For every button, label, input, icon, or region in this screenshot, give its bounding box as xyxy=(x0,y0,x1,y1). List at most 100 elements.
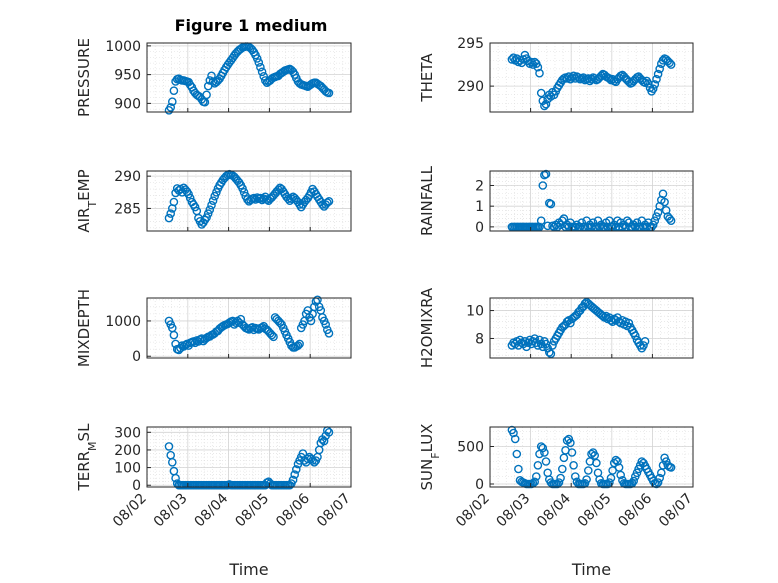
data-point xyxy=(666,216,676,225)
data-point xyxy=(190,202,200,212)
data-point xyxy=(257,67,267,77)
data-point xyxy=(164,442,174,451)
data-point xyxy=(631,222,640,232)
data-point xyxy=(614,222,624,232)
data-point xyxy=(536,88,546,98)
y-tick-label: 2 xyxy=(475,178,484,194)
data-point xyxy=(267,330,277,340)
data-point xyxy=(606,473,616,483)
axes-frame xyxy=(489,426,694,488)
subplot-1: 900 950 1000 PRESSURE xyxy=(75,38,352,117)
data-point xyxy=(530,477,540,487)
data-point xyxy=(595,222,604,232)
data-point xyxy=(655,473,665,483)
y-tick-label: 295 xyxy=(457,36,484,52)
data-point xyxy=(167,457,177,467)
data-point xyxy=(541,457,551,466)
data-point xyxy=(545,348,554,357)
data-point xyxy=(249,193,259,203)
axes-frame xyxy=(146,42,352,113)
subplot-4: 0 1 2 RAINFALL xyxy=(418,165,694,236)
data-point xyxy=(571,222,580,232)
data-point xyxy=(567,448,577,457)
y-tick-label: 900 xyxy=(114,96,141,112)
data-point xyxy=(540,101,549,111)
y-axis-label: PRESSURE xyxy=(75,38,93,117)
y-tick-label: 285 xyxy=(114,201,141,217)
data-point xyxy=(652,74,661,84)
x-tick-label: 08/05 xyxy=(232,491,272,531)
data-point xyxy=(236,314,246,324)
data-point xyxy=(202,213,211,222)
axes-frame xyxy=(489,42,694,113)
x-tick-label: 08/04 xyxy=(192,490,232,530)
x-tick-label: 08/02 xyxy=(110,491,150,531)
y-tick-label: 950 xyxy=(114,68,141,84)
data-point xyxy=(639,222,648,232)
data-point xyxy=(319,436,329,446)
x-tick-label: 08/02 xyxy=(453,491,493,531)
axes-frame xyxy=(489,170,694,232)
axes-frame xyxy=(489,297,694,359)
y-axis-label: RAINFALL xyxy=(418,165,436,236)
data-point xyxy=(538,443,548,453)
data-point xyxy=(611,455,621,465)
data-point xyxy=(259,194,269,203)
y-axis-label: SUNFLUX xyxy=(418,424,442,491)
data-point xyxy=(530,334,540,343)
y-axis-label: TERRMSL xyxy=(75,423,99,492)
axes-frame xyxy=(146,297,352,359)
data-point xyxy=(533,62,543,72)
x-tick-label: 08/03 xyxy=(151,491,191,531)
data-point xyxy=(256,62,265,72)
data-point xyxy=(666,463,676,472)
y-axis-label: AIRTEMP xyxy=(75,169,99,232)
y-axis-label: H2OMIXRA xyxy=(418,287,436,368)
data-point xyxy=(169,197,179,207)
data-point xyxy=(321,320,331,329)
data-point xyxy=(538,181,548,190)
data-point xyxy=(535,335,544,345)
data-point xyxy=(171,473,180,483)
data-point xyxy=(554,478,564,487)
data-point xyxy=(254,58,264,67)
y-tick-label: 10 xyxy=(466,304,484,320)
y-tick-label: 0 xyxy=(475,220,484,236)
data-point xyxy=(540,448,549,457)
subplot-5: 0 1000 MIXDEPTH xyxy=(75,289,352,367)
subplot-6: 8 10 H2OMIXRA xyxy=(418,287,694,368)
axes-frame xyxy=(146,170,352,232)
y-tick-label: 0 xyxy=(132,349,141,365)
data-point xyxy=(318,200,327,209)
data-point xyxy=(166,450,175,460)
data-point xyxy=(653,478,663,487)
data-point xyxy=(536,216,546,225)
data-point xyxy=(613,457,622,466)
data-point xyxy=(313,295,322,305)
data-point xyxy=(650,80,660,89)
data-point xyxy=(546,349,556,359)
data-point xyxy=(648,84,658,93)
data-point xyxy=(546,199,556,209)
data-point xyxy=(561,222,570,232)
data-point xyxy=(559,453,569,463)
y-axis-label: MIXDEPTH xyxy=(75,289,93,367)
subplot-8: 0 500 08/02 08/03 08/04 08/05 08/06 08/07 SUNFLU… xyxy=(418,424,696,579)
data-point xyxy=(666,60,676,69)
y-tick-label: 290 xyxy=(457,79,484,95)
data-point xyxy=(558,464,567,474)
data-point xyxy=(309,302,319,312)
data-point xyxy=(203,209,213,218)
data-point xyxy=(295,339,304,349)
data-point xyxy=(259,72,269,81)
y-tick-label: 0 xyxy=(475,477,484,493)
data-point xyxy=(548,341,557,350)
y-tick-label: 500 xyxy=(457,440,484,456)
data-point xyxy=(605,478,614,487)
data-point xyxy=(532,472,541,481)
x-tick-label: 08/03 xyxy=(494,491,534,531)
x-axis-label: Time xyxy=(228,560,268,579)
data-point xyxy=(184,189,193,199)
